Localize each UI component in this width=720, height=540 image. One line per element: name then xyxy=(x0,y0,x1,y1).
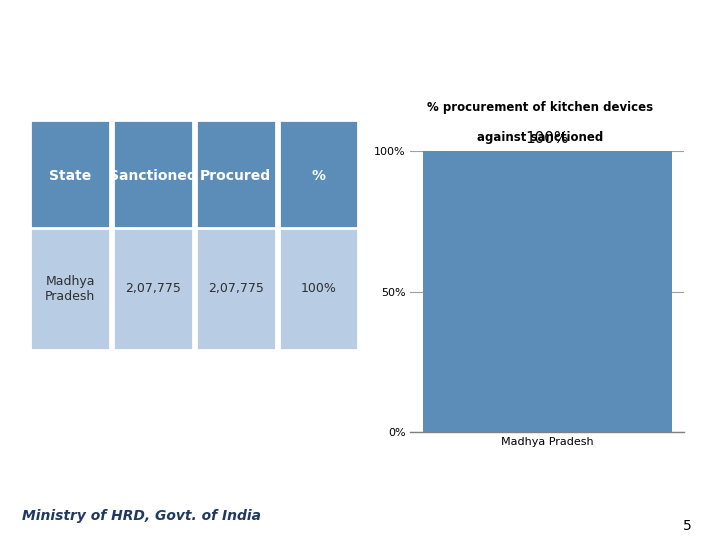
Text: 100%: 100% xyxy=(301,282,336,295)
FancyBboxPatch shape xyxy=(279,228,359,350)
Text: 5: 5 xyxy=(683,519,691,534)
FancyBboxPatch shape xyxy=(196,120,276,231)
Text: against sanctioned: against sanctioned xyxy=(477,131,603,144)
FancyBboxPatch shape xyxy=(113,228,193,350)
Text: Sanctioned: Sanctioned xyxy=(109,168,197,183)
Text: Procured: Procured xyxy=(200,168,271,183)
Text: Ministry of HRD, Govt. of India: Ministry of HRD, Govt. of India xyxy=(22,509,261,523)
FancyBboxPatch shape xyxy=(113,120,193,231)
Text: Madhya
Pradesh: Madhya Pradesh xyxy=(45,275,95,303)
Text: (Primary & U. Primary): (Primary & U. Primary) xyxy=(217,55,503,75)
Text: 2,07,775: 2,07,775 xyxy=(125,282,181,295)
FancyBboxPatch shape xyxy=(30,120,110,231)
FancyBboxPatch shape xyxy=(30,228,110,350)
Text: 100%: 100% xyxy=(526,131,569,146)
Text: %: % xyxy=(312,168,325,183)
Text: % procurement of kitchen devices: % procurement of kitchen devices xyxy=(427,102,653,114)
FancyBboxPatch shape xyxy=(196,228,276,350)
Text: State: State xyxy=(49,168,91,183)
Text: Procurement of Kitchen Devices: Procurement of Kitchen Devices xyxy=(158,19,562,39)
FancyBboxPatch shape xyxy=(279,120,359,231)
Text: 2,07,775: 2,07,775 xyxy=(208,282,264,295)
